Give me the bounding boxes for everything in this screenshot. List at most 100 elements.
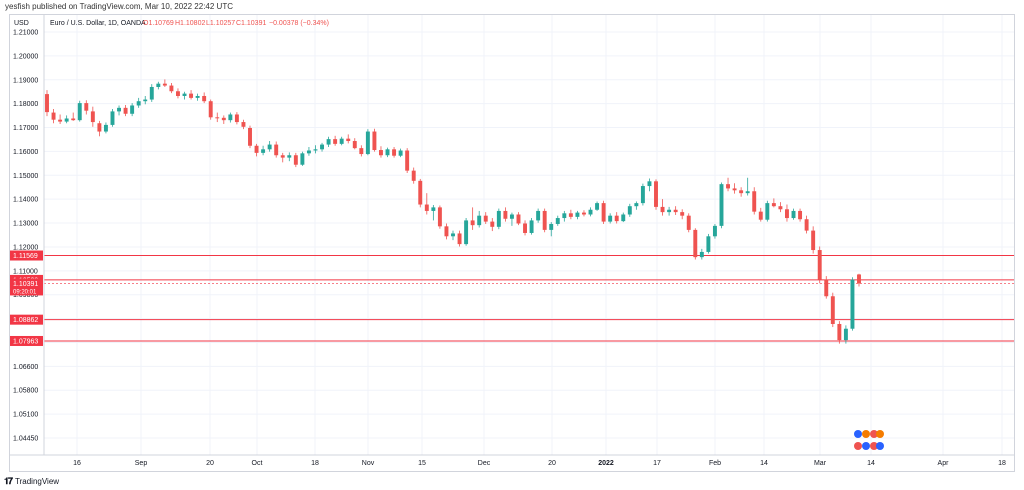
candle xyxy=(320,142,324,152)
candle xyxy=(333,135,338,146)
candle-body xyxy=(464,220,469,245)
candle-body xyxy=(601,203,606,222)
candle-body xyxy=(503,210,508,219)
candle xyxy=(680,209,685,220)
candle xyxy=(51,109,56,124)
legend-high: H1.10802 xyxy=(175,20,205,27)
candle-body xyxy=(582,212,586,215)
candle xyxy=(228,112,233,123)
x-tick-label: 18 xyxy=(998,460,1006,467)
publisher-note: yesfish published on TradingView.com, Ma… xyxy=(5,2,233,11)
candle-body xyxy=(274,144,279,156)
candle xyxy=(103,122,108,134)
us-flag-icon[interactable] xyxy=(876,442,884,450)
candle-body xyxy=(444,226,449,237)
candle-body xyxy=(555,218,560,224)
candle xyxy=(156,81,161,90)
candle-body xyxy=(45,94,49,113)
eu-flag-icon[interactable] xyxy=(876,430,884,438)
x-tick-label: Feb xyxy=(709,460,721,467)
candle xyxy=(444,223,449,240)
candle-body xyxy=(437,207,442,227)
candle-body xyxy=(182,93,187,96)
candle-body xyxy=(673,209,678,213)
y-tick-label: 1.21000 xyxy=(13,30,38,37)
candle-body xyxy=(424,204,429,211)
x-axis: 16 Sep 20 Oct 18 Nov 15 Dec 20 2022 17 Feb 14 Mar 14 Ap… xyxy=(10,454,1014,467)
x-tick-label: Sep xyxy=(135,460,148,467)
event-flags[interactable] xyxy=(854,430,884,450)
candle xyxy=(699,248,704,260)
candle xyxy=(280,152,285,163)
tradingview-footer[interactable]: 𝟏𝟕 TradingView xyxy=(4,476,59,487)
candle-body xyxy=(339,138,344,144)
uk-flag-icon[interactable] xyxy=(870,430,878,438)
candle xyxy=(372,128,377,152)
candle-body xyxy=(123,107,128,114)
candle-body xyxy=(798,210,803,220)
candle-body xyxy=(824,279,829,297)
candle-body xyxy=(90,111,95,123)
candle xyxy=(575,210,580,220)
candle xyxy=(313,145,318,154)
candle xyxy=(857,273,861,287)
candle xyxy=(130,103,135,117)
candle xyxy=(843,325,848,344)
candle-body xyxy=(785,209,789,219)
candle-body xyxy=(306,150,311,154)
candle xyxy=(431,205,436,221)
candle xyxy=(765,200,770,222)
us-flag-icon[interactable] xyxy=(854,430,862,438)
candle xyxy=(627,203,632,217)
candle-body xyxy=(202,95,207,102)
us-flag-icon[interactable] xyxy=(870,442,878,450)
candle-body xyxy=(71,118,76,121)
candle xyxy=(248,125,252,149)
candle xyxy=(837,321,842,344)
candle-body xyxy=(162,83,167,86)
candle-body xyxy=(431,207,436,211)
candle-body xyxy=(640,186,645,204)
candle xyxy=(267,141,272,152)
candle xyxy=(614,212,619,224)
price-level-tag xyxy=(10,314,43,325)
x-tick-label: 17 xyxy=(653,460,661,467)
candle-body xyxy=(103,124,108,132)
x-tick-label: 15 xyxy=(418,460,426,467)
candle xyxy=(182,91,187,100)
candle xyxy=(261,145,266,156)
x-tick-label: Nov xyxy=(362,460,375,467)
candle-body xyxy=(614,215,619,222)
candle xyxy=(202,92,207,104)
eu-flag-icon[interactable] xyxy=(862,430,870,438)
y-tick-label: 1.18000 xyxy=(13,101,38,108)
candle-body xyxy=(77,103,82,121)
x-tick-label: 14 xyxy=(760,460,768,467)
candle-body xyxy=(248,127,252,146)
candle xyxy=(45,90,49,117)
candle-body xyxy=(477,215,482,226)
candle xyxy=(503,207,508,222)
price-level-label: 1.11569 xyxy=(13,253,38,260)
candle-body xyxy=(568,213,573,217)
candle xyxy=(418,178,423,208)
candle-body xyxy=(490,221,495,227)
us-flag-icon[interactable] xyxy=(862,442,870,450)
candle xyxy=(686,213,691,233)
y-tick-label: 1.19000 xyxy=(13,77,38,84)
us-flag-icon[interactable] xyxy=(854,442,862,450)
y-tick-label: 1.17000 xyxy=(13,125,38,132)
candle xyxy=(437,205,442,229)
candle-body xyxy=(293,155,298,165)
candle-body xyxy=(817,250,822,280)
x-tick-label: Dec xyxy=(478,460,491,467)
candle-body xyxy=(372,131,377,151)
candle xyxy=(84,100,89,115)
candle xyxy=(562,210,567,222)
y-axis: 1.21000 1.20000 1.19000 1.18000 1.17000 1.160… xyxy=(10,15,45,455)
candle-body xyxy=(509,214,514,219)
price-level-label: 1.07963 xyxy=(13,338,38,345)
candle xyxy=(798,208,803,222)
candle xyxy=(811,226,816,254)
